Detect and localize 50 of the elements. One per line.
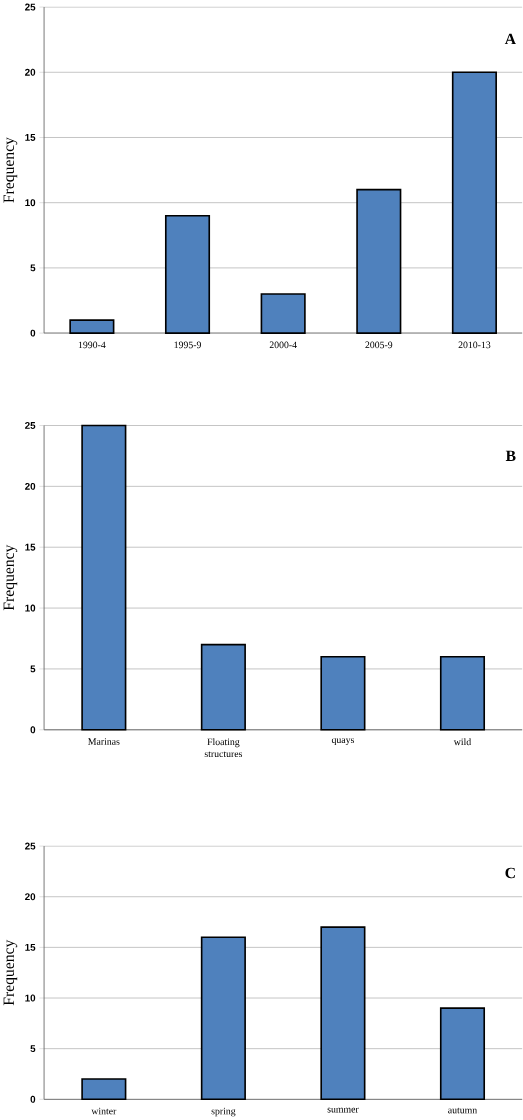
bar xyxy=(260,293,306,334)
y-tick-label: 10 xyxy=(25,199,36,207)
x-tick-label: 1995-9 xyxy=(174,341,202,349)
y-tick-label: 20 xyxy=(25,893,36,901)
annotation: A xyxy=(505,33,517,45)
y-axis-title: Frequency xyxy=(3,544,18,611)
x-tick-label: spring xyxy=(211,1107,236,1117)
bar xyxy=(320,655,366,731)
bar xyxy=(81,1078,127,1101)
x-tick-label: 1990-4 xyxy=(79,341,106,349)
x-tick-label: 2005-9 xyxy=(365,341,393,349)
bar xyxy=(200,936,247,1101)
bar xyxy=(356,188,402,334)
y-tick-label: 15 xyxy=(25,543,36,551)
y-tick-label: 25 xyxy=(25,3,36,11)
y-tick-label: 25 xyxy=(25,422,36,429)
x-tick-label: winter xyxy=(91,1107,117,1115)
bar xyxy=(320,926,366,1101)
x-tick-label: Marinas xyxy=(88,738,120,745)
y-axis-title: Frequency xyxy=(3,939,18,1006)
annotation: C xyxy=(505,867,515,879)
bar xyxy=(200,643,247,731)
y-tick-label: 20 xyxy=(25,68,36,76)
y-tick-label: 5 xyxy=(30,264,36,272)
y-tick-label: 10 xyxy=(25,994,36,1002)
y-tick-label: 0 xyxy=(30,1095,36,1103)
y-tick-label: 0 xyxy=(30,329,36,337)
y-tick-label: 5 xyxy=(30,1045,36,1053)
bar xyxy=(440,1007,486,1101)
bar xyxy=(452,71,498,334)
y-tick-label: 5 xyxy=(30,665,36,673)
x-tick-label: 2000-4 xyxy=(269,341,298,349)
y-tick-label: 20 xyxy=(25,482,36,490)
x-tick-label: autumn xyxy=(448,1107,478,1114)
bar xyxy=(81,424,127,731)
y-axis-title: Frequency xyxy=(3,137,18,203)
y-tick-label: 15 xyxy=(25,943,36,951)
bar xyxy=(165,214,211,334)
bar xyxy=(69,319,115,334)
annotation: B xyxy=(505,450,516,461)
x-tick-label: Floating structures xyxy=(204,738,243,758)
y-tick-label: 10 xyxy=(25,604,36,612)
y-tick-label: 15 xyxy=(25,134,36,141)
bar xyxy=(440,655,486,731)
y-tick-label: 0 xyxy=(30,726,36,734)
x-tick-label: summer xyxy=(327,1107,359,1113)
y-tick-label: 25 xyxy=(25,842,36,850)
x-tick-label: quays xyxy=(332,738,355,746)
x-tick-label: 2010-13 xyxy=(458,341,491,349)
x-tick-label: wild xyxy=(453,738,472,746)
